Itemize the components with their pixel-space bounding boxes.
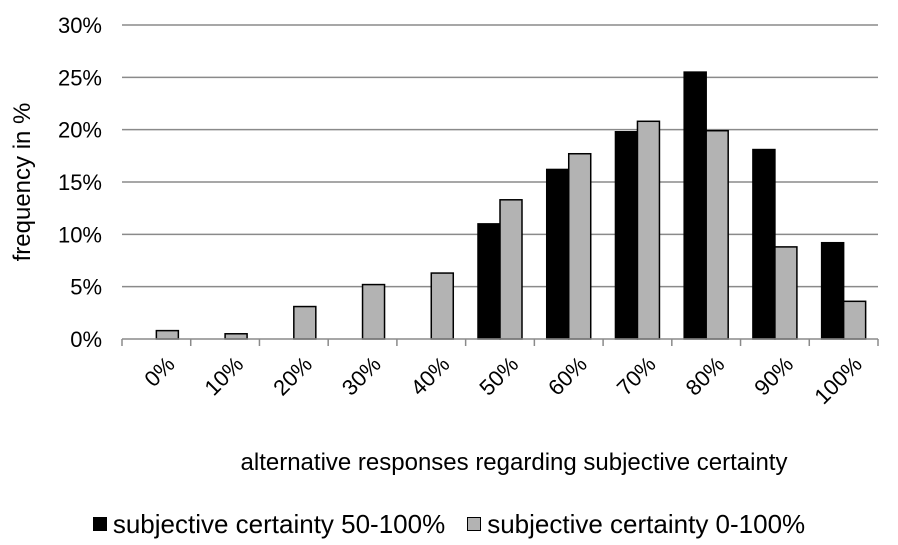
bar-series-2 <box>430 272 455 340</box>
bar-series-2 <box>499 199 523 340</box>
y-tick-label: 5% <box>70 275 102 300</box>
bar-series-1 <box>752 148 776 340</box>
legend-swatch-gray <box>467 517 482 531</box>
bar-series-2 <box>774 246 798 340</box>
bar-series-2 <box>842 300 867 340</box>
x-axis <box>121 338 879 346</box>
bar-chart: 0% 5% 10% 15% 20% 25% 30% 0% 10% 20% 30% 40% 50% 60%… <box>9 13 879 476</box>
y-tick-label: 20% <box>58 118 102 143</box>
bar-series-1 <box>683 71 707 340</box>
x-tick-label: 50% <box>474 352 523 401</box>
x-tick-label: 90% <box>749 352 798 401</box>
legend-item-series-2: subjective certainty 0-100% <box>467 509 805 540</box>
x-tick-label: 0% <box>139 352 179 392</box>
bar-series-2 <box>293 305 317 340</box>
x-tick-label: 30% <box>337 352 386 401</box>
bar-series-1 <box>545 168 570 340</box>
legend-swatch-black <box>92 517 107 531</box>
x-axis-label: alternative responses regarding subjecti… <box>241 449 788 476</box>
legend-label: subjective certainty 50-100% <box>112 508 446 539</box>
bar-series-2 <box>705 129 729 340</box>
y-tick-label: 0% <box>70 327 102 352</box>
x-tick-label: 100% <box>809 352 866 409</box>
y-axis-ticks: 0% 5% 10% 15% 20% 25% 30% <box>58 13 102 352</box>
bar-series-1 <box>614 131 639 340</box>
y-tick-label: 10% <box>58 222 102 247</box>
legend: subjective certainty 50-100% subjective … <box>0 506 898 542</box>
x-tick-label: 70% <box>612 352 661 401</box>
legend-label: subjective certainty 0-100% <box>487 508 806 539</box>
gridlines <box>122 24 878 288</box>
bar-series-2 <box>155 329 180 340</box>
x-tick-label: 80% <box>681 352 730 401</box>
x-tick-label: 60% <box>543 352 592 401</box>
legend-item-series-1: subjective certainty 50-100% <box>92 508 446 540</box>
x-axis-ticks: 0% 10% 20% 30% 40% 50% 60% 70% 80% 90% 100% <box>139 352 866 409</box>
x-tick-label: 20% <box>268 352 317 401</box>
y-tick-label: 30% <box>58 13 102 38</box>
y-tick-label: 15% <box>58 170 102 195</box>
bar-series-1 <box>820 241 845 340</box>
bar-series-2 <box>636 120 661 340</box>
x-tick-label: 40% <box>406 352 455 401</box>
y-axis-label: frequency in % <box>9 103 36 262</box>
bars <box>155 71 867 340</box>
bar-series-2 <box>224 333 248 340</box>
bar-series-2 <box>361 283 386 340</box>
y-tick-label: 25% <box>58 65 102 90</box>
bar-series-2 <box>567 152 592 340</box>
x-tick-label: 10% <box>199 352 248 401</box>
bar-series-1 <box>477 223 501 340</box>
